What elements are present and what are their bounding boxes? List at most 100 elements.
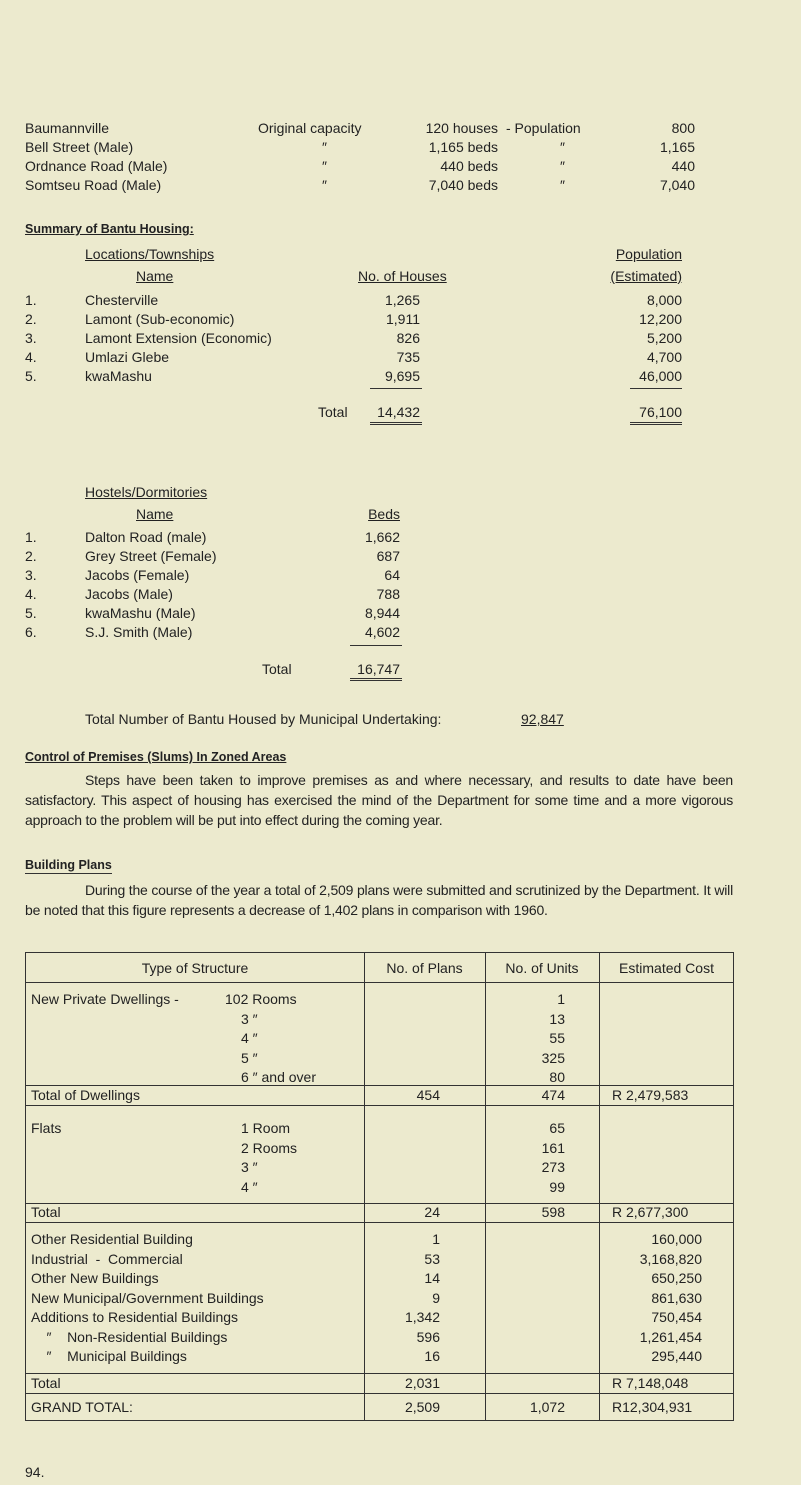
plans-heading: Building Plans [25,858,112,874]
unit-count: 161 [541,1139,565,1156]
row-number: 4. [25,586,37,602]
col-header: No. of Houses [358,268,447,284]
dwellings-label: New Private Dwellings - [31,991,179,1007]
unit-count: 55 [549,1030,565,1046]
estimated-cost: 861,630 [651,1289,702,1306]
plan-count: 9 [432,1289,440,1306]
table-cell: GRAND TOTAL: [31,1399,133,1415]
capacity-name: Ordnance Road (Male) [25,158,168,174]
table-cell: 24 [424,1204,440,1220]
hostel-name: Grey Street (Female) [85,548,217,564]
row-number: 2. [25,548,37,564]
table-cell: 598 [541,1204,565,1220]
capacity-name: Somtseu Road (Male) [25,177,162,193]
col-header: Hostels/Dormitories [85,484,208,500]
row-number: 1. [25,529,37,545]
structure-type: Other New Buildings [31,1270,159,1286]
bed-count: 687 [376,548,400,564]
room-type: 102 Rooms [225,991,297,1007]
row-number: 5. [25,368,37,384]
flats-label: Flats [31,1120,62,1136]
ditto-mark: ″ [322,177,327,193]
capacity-population: 1,165 [659,139,695,155]
table-cell: R 2,479,583 [612,1087,689,1103]
population-estimate: 46,000 [639,368,682,384]
township-name: kwaMashu [85,368,152,384]
structure-type: ″ Municipal Buildings [31,1348,187,1364]
table-header: Estimated Cost [619,960,714,976]
col-header: Name [136,268,174,284]
control-heading: Control of Premises (Slums) In Zoned Are… [25,750,287,764]
row-number: 3. [25,330,37,346]
plan-count: 14 [424,1270,440,1286]
plan-count: 53 [424,1250,440,1267]
unit-count: 273 [541,1159,565,1175]
table-cell: 454 [416,1087,440,1103]
unit-count: 80 [549,1069,565,1085]
capacity-amount: 1,165 beds [428,139,498,155]
plan-count: 1 [432,1231,440,1247]
col-header: Beds [368,506,400,522]
bed-count: 1,662 [364,529,400,545]
estimated-cost: 295,440 [651,1348,702,1364]
room-type: 2 Rooms [241,1139,298,1156]
house-count: 735 [396,349,420,365]
capacity-amount: 7,040 beds [428,177,498,193]
table-header: Type of Structure [141,960,249,976]
hostel-name: Dalton Road (male) [85,529,207,545]
table-cell: R 2,677,300 [612,1204,689,1220]
township-name: Chesterville [85,292,159,308]
summary-heading: Summary of Bantu Housing: [25,222,194,236]
township-name: Lamont (Sub-economic) [85,311,235,327]
house-count: 1,265 [384,292,420,308]
row-number: 2. [25,311,37,327]
population-estimate: 8,000 [646,292,682,308]
unit-count: 65 [549,1120,565,1136]
house-count: 1,911 [386,311,420,327]
col-header: (Estimated) [610,268,682,284]
table-cell: Total [31,1375,61,1391]
population-estimate: 4,700 [646,349,682,365]
table-cell: 474 [541,1087,565,1103]
unit-count: 13 [549,1010,565,1027]
population-estimate: 5,200 [646,330,682,346]
bed-count: 8,944 [364,605,400,621]
row-number: 3. [25,567,37,583]
estimated-cost: 1,261,454 [639,1328,702,1345]
table-cell: R 7,148,048 [612,1375,689,1391]
unit-count: 99 [549,1178,565,1195]
row-number: 5. [25,605,37,621]
capacity-amount: 440 beds [440,158,498,174]
structure-type: Industrial - Commercial [31,1250,183,1267]
row-number: 6. [25,624,37,640]
ditto-mark: ″ [322,139,327,155]
structure-type: Other Residential Building [31,1231,193,1247]
room-type: 6 ″ and over [241,1069,317,1085]
unit-count: 1 [557,991,565,1007]
ditto-mark: ″ [560,177,565,193]
hostel-name: Jacobs (Female) [85,567,190,583]
estimated-cost: 160,000 [651,1231,702,1247]
plan-count: 596 [416,1328,440,1345]
capacity-population: 7,040 [659,177,695,193]
hostel-name: S.J. Smith (Male) [85,624,193,640]
estimated-cost: 650,250 [651,1270,702,1286]
estimated-cost: 3,168,820 [639,1250,702,1267]
table-header: No. of Units [505,960,579,976]
grand-value: 92,847 [521,711,564,727]
room-type: 3 ″ [241,1159,258,1175]
population-estimate: 12,200 [639,311,682,327]
capacity-name: Baumannville [25,120,110,136]
ditto-mark: ″ [560,139,565,155]
room-type: 4 ″ [241,1030,258,1046]
table-cell: Total [31,1204,61,1220]
unit-count: 325 [541,1049,565,1066]
building-plans-table [25,952,734,1421]
capacity-name: Bell Street (Male) [25,139,134,155]
bed-count: 788 [376,586,400,602]
plans-paragraph: During the course of the year a total of… [25,882,733,918]
room-type: 4 ″ [241,1178,258,1195]
hostel-name: Jacobs (Male) [85,586,173,602]
bed-count: 64 [384,567,400,583]
